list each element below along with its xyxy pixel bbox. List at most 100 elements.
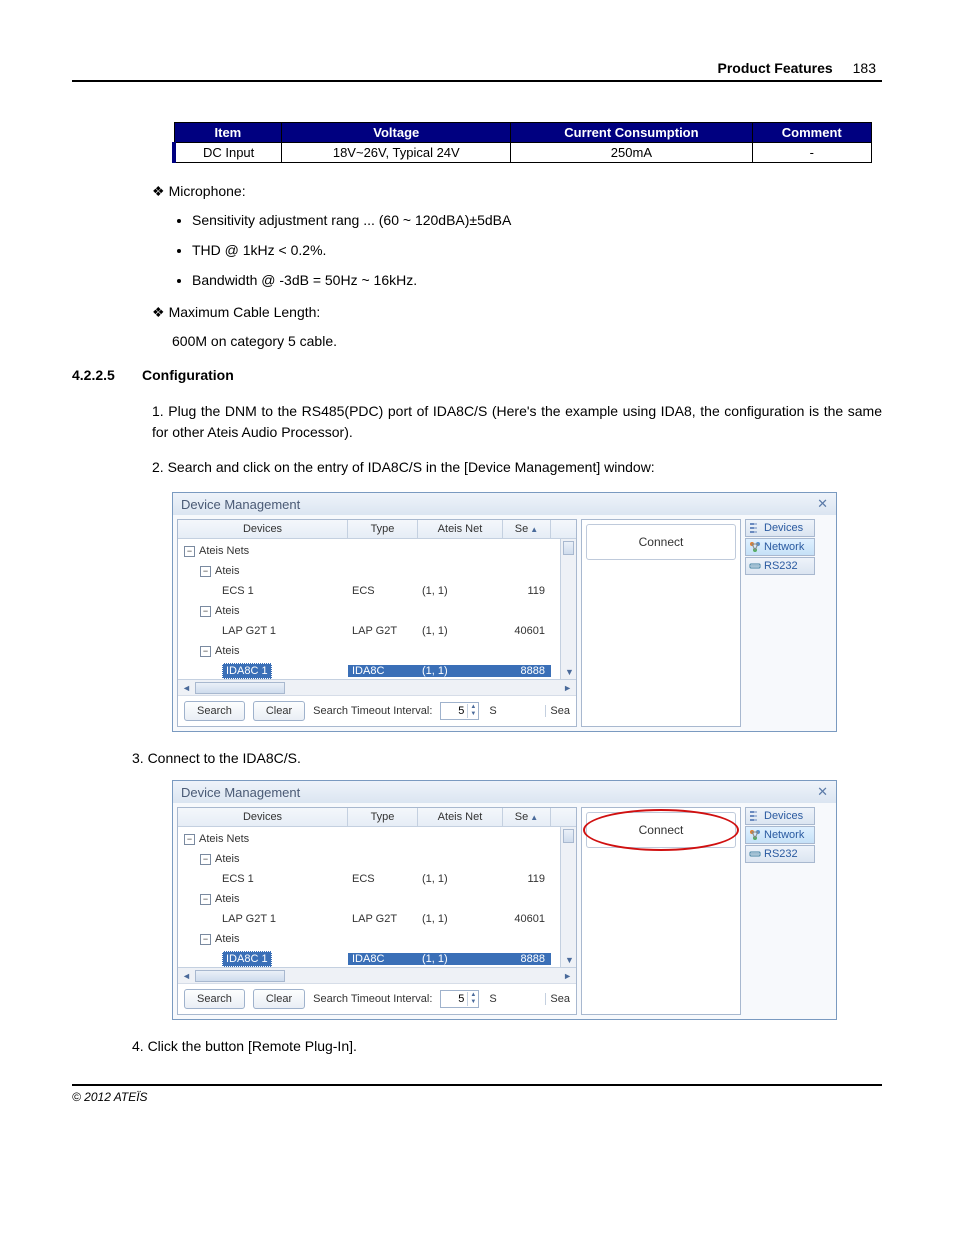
- mic-heading: Microphone:: [152, 183, 882, 200]
- collapse-icon[interactable]: −: [200, 894, 211, 905]
- spin-up-icon[interactable]: ▲: [468, 992, 478, 999]
- tree-icon: [749, 810, 761, 822]
- connect-button[interactable]: Connect: [586, 524, 736, 560]
- tree-row[interactable]: −Ateis: [178, 849, 576, 869]
- tree-row[interactable]: ECS 1 ECS (1, 1) 119: [178, 581, 576, 601]
- tab-devices[interactable]: Devices: [745, 519, 815, 537]
- timeout-spinner[interactable]: ▲▼: [440, 702, 479, 720]
- spin-down-icon[interactable]: ▼: [468, 711, 478, 718]
- search-button[interactable]: Search: [184, 701, 245, 721]
- device-tree[interactable]: −Ateis Nets −Ateis ECS 1 ECS (1, 1) 119 …: [178, 827, 576, 967]
- window-title-bar: Device Management ✕: [173, 781, 836, 803]
- tree-row[interactable]: LAP G2T 1 LAP G2T (1, 1) 40601: [178, 621, 576, 641]
- col-se[interactable]: Se▲: [503, 520, 551, 538]
- tab-network[interactable]: Network: [745, 538, 815, 556]
- collapse-icon[interactable]: −: [200, 566, 211, 577]
- collapse-icon[interactable]: −: [184, 546, 195, 557]
- spin-down-icon[interactable]: ▼: [468, 999, 478, 1006]
- td-current: 250mA: [511, 143, 752, 163]
- spec-table: Item Voltage Current Consumption Comment…: [172, 122, 872, 163]
- tree-row[interactable]: LAP G2T 1 LAP G2T (1, 1) 40601: [178, 909, 576, 929]
- step-4: 4. Click the button [Remote Plug-In].: [132, 1038, 882, 1054]
- search-button[interactable]: Search: [184, 989, 245, 1009]
- scroll-thumb[interactable]: [563, 541, 574, 555]
- vertical-scrollbar[interactable]: ▼: [560, 539, 576, 679]
- connect-button[interactable]: Connect: [586, 812, 736, 848]
- tree-row[interactable]: −Ateis: [178, 641, 576, 661]
- scroll-left-icon[interactable]: ◄: [178, 971, 195, 981]
- section-heading: 4.2.2.5 Configuration: [72, 367, 882, 383]
- scroll-thumb[interactable]: [563, 829, 574, 843]
- close-icon[interactable]: ✕: [817, 496, 828, 512]
- tree-row[interactable]: −Ateis: [178, 889, 576, 909]
- sort-asc-icon: ▲: [530, 525, 538, 534]
- th-comment: Comment: [752, 123, 871, 143]
- tab-network[interactable]: Network: [745, 826, 815, 844]
- timeout-input[interactable]: [441, 993, 467, 1005]
- devices-panel: Devices Type Ateis Net Se▲ −Ateis Nets −…: [177, 519, 577, 727]
- scroll-thumb[interactable]: [195, 970, 285, 982]
- scroll-thumb[interactable]: [195, 682, 285, 694]
- collapse-icon[interactable]: −: [200, 854, 211, 865]
- tree-row[interactable]: −Ateis: [178, 561, 576, 581]
- scroll-right-icon[interactable]: ►: [559, 971, 576, 981]
- horizontal-scrollbar[interactable]: ◄ ►: [178, 679, 576, 695]
- sort-asc-icon: ▲: [530, 813, 538, 822]
- page-footer: © 2012 ATEÏS: [72, 1084, 882, 1104]
- vertical-scrollbar[interactable]: ▼: [560, 827, 576, 967]
- scroll-down-icon[interactable]: ▼: [565, 955, 574, 965]
- tab-rs232[interactable]: RS232: [745, 557, 815, 575]
- sea-label: Sea: [545, 993, 570, 1005]
- side-tabs: Devices Network RS232: [745, 807, 815, 1015]
- col-se[interactable]: Se▲: [503, 808, 551, 826]
- tab-devices[interactable]: Devices: [745, 807, 815, 825]
- tree-row[interactable]: −Ateis: [178, 601, 576, 621]
- scroll-left-icon[interactable]: ◄: [178, 683, 195, 693]
- collapse-icon[interactable]: −: [200, 646, 211, 657]
- col-ateis-net[interactable]: Ateis Net: [418, 520, 503, 538]
- sea-label: Sea: [545, 705, 570, 717]
- col-ateis-net[interactable]: Ateis Net: [418, 808, 503, 826]
- th-current: Current Consumption: [511, 123, 752, 143]
- device-management-window: Device Management ✕ Devices Type Ateis N…: [172, 780, 837, 1020]
- connect-panel: Connect: [581, 807, 741, 1015]
- col-devices[interactable]: Devices: [178, 520, 348, 538]
- tab-rs232[interactable]: RS232: [745, 845, 815, 863]
- timeout-spinner[interactable]: ▲▼: [440, 990, 479, 1008]
- tree-row[interactable]: ECS 1 ECS (1, 1) 119: [178, 869, 576, 889]
- device-tree[interactable]: −Ateis Nets −Ateis ECS 1 ECS (1, 1) 119 …: [178, 539, 576, 679]
- col-devices[interactable]: Devices: [178, 808, 348, 826]
- clear-button[interactable]: Clear: [253, 701, 305, 721]
- td-voltage: 18V~26V, Typical 24V: [282, 143, 511, 163]
- grid-header: Devices Type Ateis Net Se▲: [178, 520, 576, 539]
- device-management-window: Device Management ✕ Devices Type Ateis N…: [172, 492, 837, 732]
- col-type[interactable]: Type: [348, 520, 418, 538]
- list-item: THD @ 1kHz < 0.2%.: [192, 242, 882, 258]
- timeout-label: Search Timeout Interval:: [313, 705, 432, 717]
- tree-row[interactable]: −Ateis: [178, 929, 576, 949]
- col-type[interactable]: Type: [348, 808, 418, 826]
- tree-row[interactable]: −Ateis Nets: [178, 541, 576, 561]
- tree-icon: [749, 522, 761, 534]
- connect-panel: Connect: [581, 519, 741, 727]
- scroll-right-icon[interactable]: ►: [559, 683, 576, 693]
- panel-footer: Search Clear Search Timeout Interval: ▲▼…: [178, 695, 576, 726]
- close-icon[interactable]: ✕: [817, 784, 828, 800]
- horizontal-scrollbar[interactable]: ◄ ►: [178, 967, 576, 983]
- td-comment: -: [752, 143, 871, 163]
- cable-text: 600M on category 5 cable.: [172, 333, 882, 349]
- section-title: Configuration: [142, 367, 234, 383]
- side-tabs: Devices Network RS232: [745, 519, 815, 727]
- scroll-down-icon[interactable]: ▼: [565, 667, 574, 677]
- timeout-unit: S: [489, 993, 496, 1005]
- tree-row[interactable]: −Ateis Nets: [178, 829, 576, 849]
- spin-up-icon[interactable]: ▲: [468, 704, 478, 711]
- timeout-input[interactable]: [441, 705, 467, 717]
- collapse-icon[interactable]: −: [184, 834, 195, 845]
- collapse-icon[interactable]: −: [200, 934, 211, 945]
- collapse-icon[interactable]: −: [200, 606, 211, 617]
- tree-row-selected[interactable]: IDA8C 1 IDA8C (1, 1) 8888: [178, 661, 576, 679]
- clear-button[interactable]: Clear: [253, 989, 305, 1009]
- tree-row-selected[interactable]: IDA8C 1 IDA8C (1, 1) 8888: [178, 949, 576, 967]
- window-title: Device Management: [181, 497, 300, 512]
